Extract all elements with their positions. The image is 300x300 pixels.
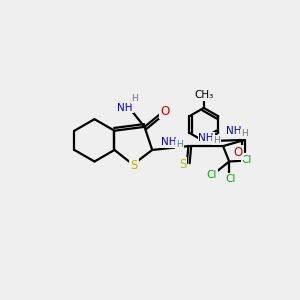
Text: NH: NH <box>226 127 242 136</box>
Text: Cl: Cl <box>225 174 236 184</box>
Text: H: H <box>176 140 183 148</box>
Text: Cl: Cl <box>242 154 252 165</box>
Text: NH: NH <box>198 133 214 143</box>
Text: NH: NH <box>117 103 133 112</box>
Text: CH₃: CH₃ <box>194 90 213 100</box>
Text: H: H <box>213 136 220 145</box>
Text: S: S <box>179 158 186 171</box>
Text: O: O <box>160 105 170 118</box>
Text: Cl: Cl <box>206 170 217 180</box>
Text: H: H <box>241 129 247 138</box>
Text: NH: NH <box>161 137 177 147</box>
Text: S: S <box>130 159 138 172</box>
Text: O: O <box>233 146 243 159</box>
Text: H: H <box>131 94 138 103</box>
